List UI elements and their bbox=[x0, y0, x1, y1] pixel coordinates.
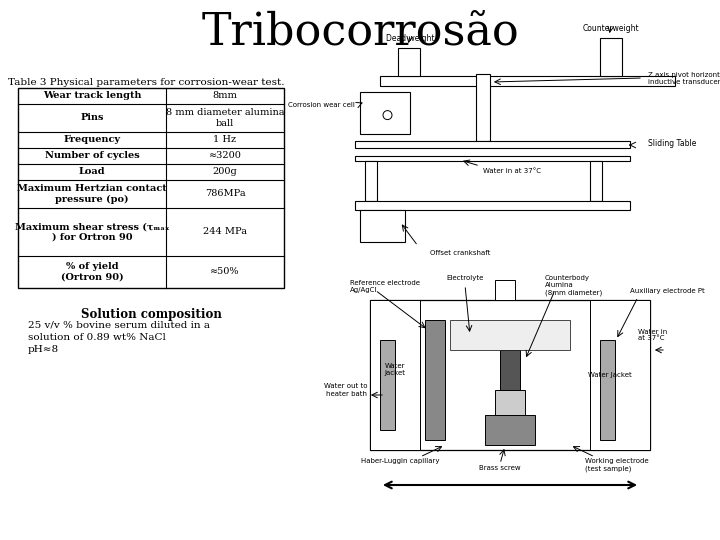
Text: Dead weight: Dead weight bbox=[386, 34, 434, 43]
Bar bbox=[370, 300, 650, 450]
Text: Counterbody
Alumina
(8mm diameter): Counterbody Alumina (8mm diameter) bbox=[545, 275, 602, 295]
Text: ≈3200: ≈3200 bbox=[209, 152, 241, 160]
Bar bbox=[355, 141, 630, 148]
Text: Offset crankshaft: Offset crankshaft bbox=[430, 250, 490, 256]
Text: Corrosion wear cell: Corrosion wear cell bbox=[288, 102, 355, 107]
Bar bbox=[380, 76, 675, 86]
Text: Pins: Pins bbox=[80, 113, 104, 123]
Bar bbox=[495, 390, 525, 415]
Text: Water in
at 37°C: Water in at 37°C bbox=[638, 328, 667, 341]
Text: 244 MPa: 244 MPa bbox=[203, 227, 247, 237]
Bar bbox=[370, 300, 420, 450]
Text: 786MPa: 786MPa bbox=[204, 190, 246, 199]
Text: Brass screw: Brass screw bbox=[480, 465, 521, 471]
Text: Electrolyte: Electrolyte bbox=[446, 275, 484, 281]
Bar bbox=[365, 161, 377, 201]
Text: 25 v/v % bovine serum diluted in a: 25 v/v % bovine serum diluted in a bbox=[28, 321, 210, 330]
Bar bbox=[500, 350, 520, 390]
Bar bbox=[398, 48, 420, 76]
Bar bbox=[355, 156, 630, 161]
Bar bbox=[355, 201, 630, 210]
Text: % of yield
(Ortron 90): % of yield (Ortron 90) bbox=[60, 262, 123, 282]
Text: 8 mm diameter alumina
ball: 8 mm diameter alumina ball bbox=[166, 109, 284, 127]
Bar bbox=[360, 210, 405, 242]
Bar bbox=[495, 280, 515, 300]
Text: Maximum shear stress (τₘₐₓ
) for Ortron 90: Maximum shear stress (τₘₐₓ ) for Ortron … bbox=[14, 222, 169, 242]
Bar bbox=[476, 74, 490, 141]
Text: Water out to
heater bath: Water out to heater bath bbox=[323, 383, 367, 396]
Text: Reference electrode
Ag/AgCl: Reference electrode Ag/AgCl bbox=[350, 280, 420, 293]
Text: 8mm: 8mm bbox=[212, 91, 238, 100]
Bar bbox=[600, 340, 615, 440]
Text: Load: Load bbox=[78, 167, 105, 177]
Text: pH≈8: pH≈8 bbox=[28, 345, 59, 354]
Text: Water Jacket: Water Jacket bbox=[588, 372, 632, 378]
Bar bbox=[18, 88, 284, 288]
Text: 200g: 200g bbox=[212, 167, 238, 177]
Text: ≈50%: ≈50% bbox=[210, 267, 240, 276]
Text: Haber-Luggin capillary: Haber-Luggin capillary bbox=[361, 458, 439, 464]
Circle shape bbox=[383, 111, 392, 119]
Bar bbox=[590, 161, 602, 201]
Text: Tribocorrosão: Tribocorrosão bbox=[201, 10, 519, 53]
Text: Auxiliary electrode Pt: Auxiliary electrode Pt bbox=[630, 288, 705, 294]
Text: Water
Jacket: Water Jacket bbox=[384, 363, 405, 376]
Text: Counterweight: Counterweight bbox=[582, 24, 639, 33]
Bar bbox=[360, 92, 410, 134]
Bar bbox=[425, 320, 445, 440]
Text: 1 Hz: 1 Hz bbox=[213, 136, 237, 145]
Text: Table 3 Physical parameters for corrosion-wear test.: Table 3 Physical parameters for corrosio… bbox=[8, 78, 284, 87]
Bar bbox=[380, 340, 395, 430]
Text: solution of 0.89 wt% NaCl: solution of 0.89 wt% NaCl bbox=[28, 333, 166, 342]
Text: Z axis pivot horizontally constrained by
inductive transducers: Z axis pivot horizontally constrained by… bbox=[648, 71, 720, 84]
Text: Solution composition: Solution composition bbox=[81, 308, 222, 321]
Text: Water in at 37°C: Water in at 37°C bbox=[483, 168, 541, 174]
Bar bbox=[485, 415, 535, 445]
Bar bbox=[600, 38, 622, 76]
Bar bbox=[590, 300, 650, 450]
Text: Sliding Table: Sliding Table bbox=[648, 138, 696, 147]
Text: Frequency: Frequency bbox=[63, 136, 120, 145]
Text: Working electrode
(test sample): Working electrode (test sample) bbox=[585, 458, 649, 471]
Bar bbox=[450, 320, 570, 350]
Text: Maximum Hertzian contact
pressure (po): Maximum Hertzian contact pressure (po) bbox=[17, 184, 167, 204]
Text: Number of cycles: Number of cycles bbox=[45, 152, 140, 160]
Text: Wear track length: Wear track length bbox=[42, 91, 141, 100]
